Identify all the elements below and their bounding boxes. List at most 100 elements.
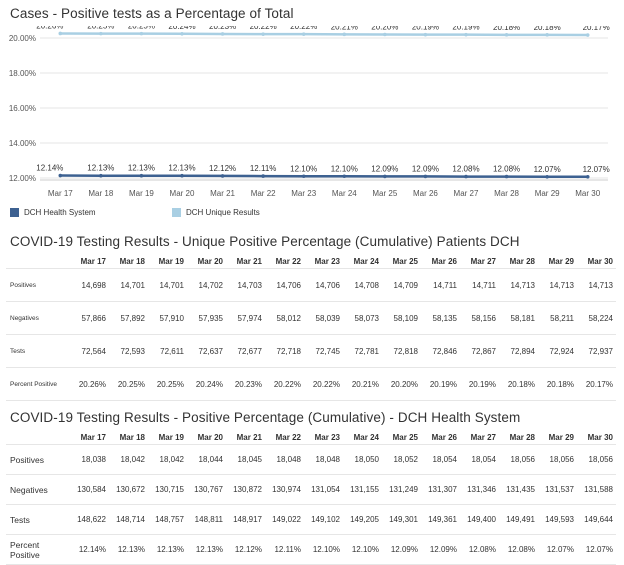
table-cell: 18,056 [549,455,574,464]
column-header: Mar 27 [470,256,496,266]
table1-header-row: Mar 17 Mar 18 Mar 19 Mar 20 Mar 21 Mar 22 Mar … [6,254,616,269]
table-cell: 18,042 [159,455,184,464]
legend-swatch-health-system [10,208,19,217]
data-label: 20.21% [331,26,358,31]
table-cell: 20.18% [507,379,535,389]
data-label: 20.25% [128,26,155,31]
data-point [545,33,549,37]
data-point [383,32,387,37]
table-cell: 14,701 [159,280,184,290]
table-cell: 12.09% [429,545,457,554]
table-cell: 149,593 [545,515,574,524]
table-cell: 131,537 [545,485,574,494]
table-cell: 131,346 [467,485,496,494]
table-cell: 14,701 [120,280,145,290]
table-cell: 149,205 [350,515,379,524]
data-point [220,174,225,178]
table-row: Percent Positive 12.14% 12.13% 12.13% 12.13%… [6,534,616,565]
x-tick-label: Mar 27 [454,189,479,198]
table-cell: 20.19% [429,379,457,389]
table-cell: 12.11% [274,545,301,554]
x-tick-label: Mar 23 [291,189,316,198]
column-header: Mar 26 [431,432,457,442]
corner-cell [6,254,70,269]
table-cell: 14,706 [276,280,301,290]
legend-label-unique-results: DCH Unique Results [186,208,260,217]
x-tick-label: Mar 28 [494,189,519,198]
row-label: Tests [10,347,26,355]
data-point [464,174,468,179]
table-cell: 18,056 [588,455,613,464]
y-tick-label: 20.00% [9,34,36,43]
table-cell: 12.09% [390,545,418,554]
table-cell: 57,866 [81,313,106,323]
table-cell: 18,048 [315,455,340,464]
column-header: Mar 20 [197,432,223,442]
row-label: Percent Positive [10,539,40,560]
table-cell: 72,611 [160,346,184,356]
table-cell: 72,677 [237,346,262,356]
table-cell: 149,022 [272,515,301,524]
data-point [99,173,103,178]
table-cell: 58,073 [354,313,379,323]
table-cell: 18,038 [81,455,106,464]
table-cell: 72,637 [198,346,223,356]
table-cell: 130,872 [233,485,262,494]
table-cell: 18,050 [354,455,379,464]
table-cell: 58,109 [393,313,418,323]
table-cell: 14,713 [588,280,613,290]
x-tick-label: Mar 17 [48,189,73,198]
x-tick-label: Mar 20 [170,189,195,198]
table-cell: 12.10% [351,545,379,554]
table-cell: 20.22% [273,379,301,389]
table-cell: 14,702 [198,280,223,290]
row-label: Negatives [10,314,39,322]
table-cell: 12.07% [585,545,613,554]
legend-swatch-unique-results [172,208,181,217]
table-cell: 18,054 [432,455,457,464]
table-row: Positives 14,698 14,701 14,701 14,702 14,703 1… [6,268,616,302]
legend-label-health-system: DCH Health System [24,208,96,217]
table-cell: 57,892 [120,313,145,323]
table-cell: 72,894 [510,346,535,356]
table-row: Tests 72,564 72,593 72,611 72,637 72,677 72,71… [6,334,616,368]
column-header: Mar 29 [548,432,574,442]
data-label: 12.08% [493,165,520,174]
y-tick-label: 18.00% [9,69,36,78]
column-header: Mar 21 [236,256,262,266]
data-point [180,32,184,36]
table-cell: 148,714 [116,515,145,524]
data-label: 20.20% [371,26,398,32]
table-cell: 20.19% [468,379,496,389]
table-cell: 149,491 [506,515,535,524]
data-label: 12.14% [36,164,63,173]
table-cell: 12.13% [156,545,184,554]
table-cell: 20.23% [234,379,262,389]
unique-results-table: Mar 17 Mar 18 Mar 19 Mar 20 Mar 21 Mar 22 Mar … [6,254,616,401]
data-label: 20.25% [87,26,114,31]
data-label: 12.12% [209,164,236,173]
table-cell: 149,102 [311,515,340,524]
data-label: 20.17% [583,26,610,32]
table-cell: 58,224 [588,313,613,323]
data-label: 12.09% [412,164,439,173]
table-cell: 12.08% [507,545,535,554]
table-cell: 14,711 [472,280,496,290]
table2-header-row: Mar 17 Mar 18 Mar 19 Mar 20 Mar 21 Mar 22 Mar … [6,430,616,445]
table-cell: 14,709 [393,280,418,290]
data-point [545,174,549,179]
table-cell: 14,698 [81,280,106,290]
table-cell: 130,715 [155,485,184,494]
column-header: Mar 22 [275,432,301,442]
table-cell: 20.22% [312,379,340,389]
table-cell: 72,846 [432,346,457,356]
line-chart: 20.00% 18.00% 16.00% 14.00% 12.00% Mar 17 Mar … [9,26,610,198]
health-system-table: Mar 17 Mar 18 Mar 19 Mar 20 Mar 21 Mar 22 Mar … [6,430,616,565]
data-label: 20.26% [36,26,63,30]
table-cell: 149,644 [584,515,613,524]
table-cell: 72,924 [549,346,574,356]
table2-title: COVID-19 Testing Results - Positive Perc… [10,410,521,425]
table-row: Positives 18,038 18,042 18,042 18,044 18,045 1… [6,444,616,475]
data-point [342,174,347,179]
table-cell: 20.25% [117,379,145,389]
